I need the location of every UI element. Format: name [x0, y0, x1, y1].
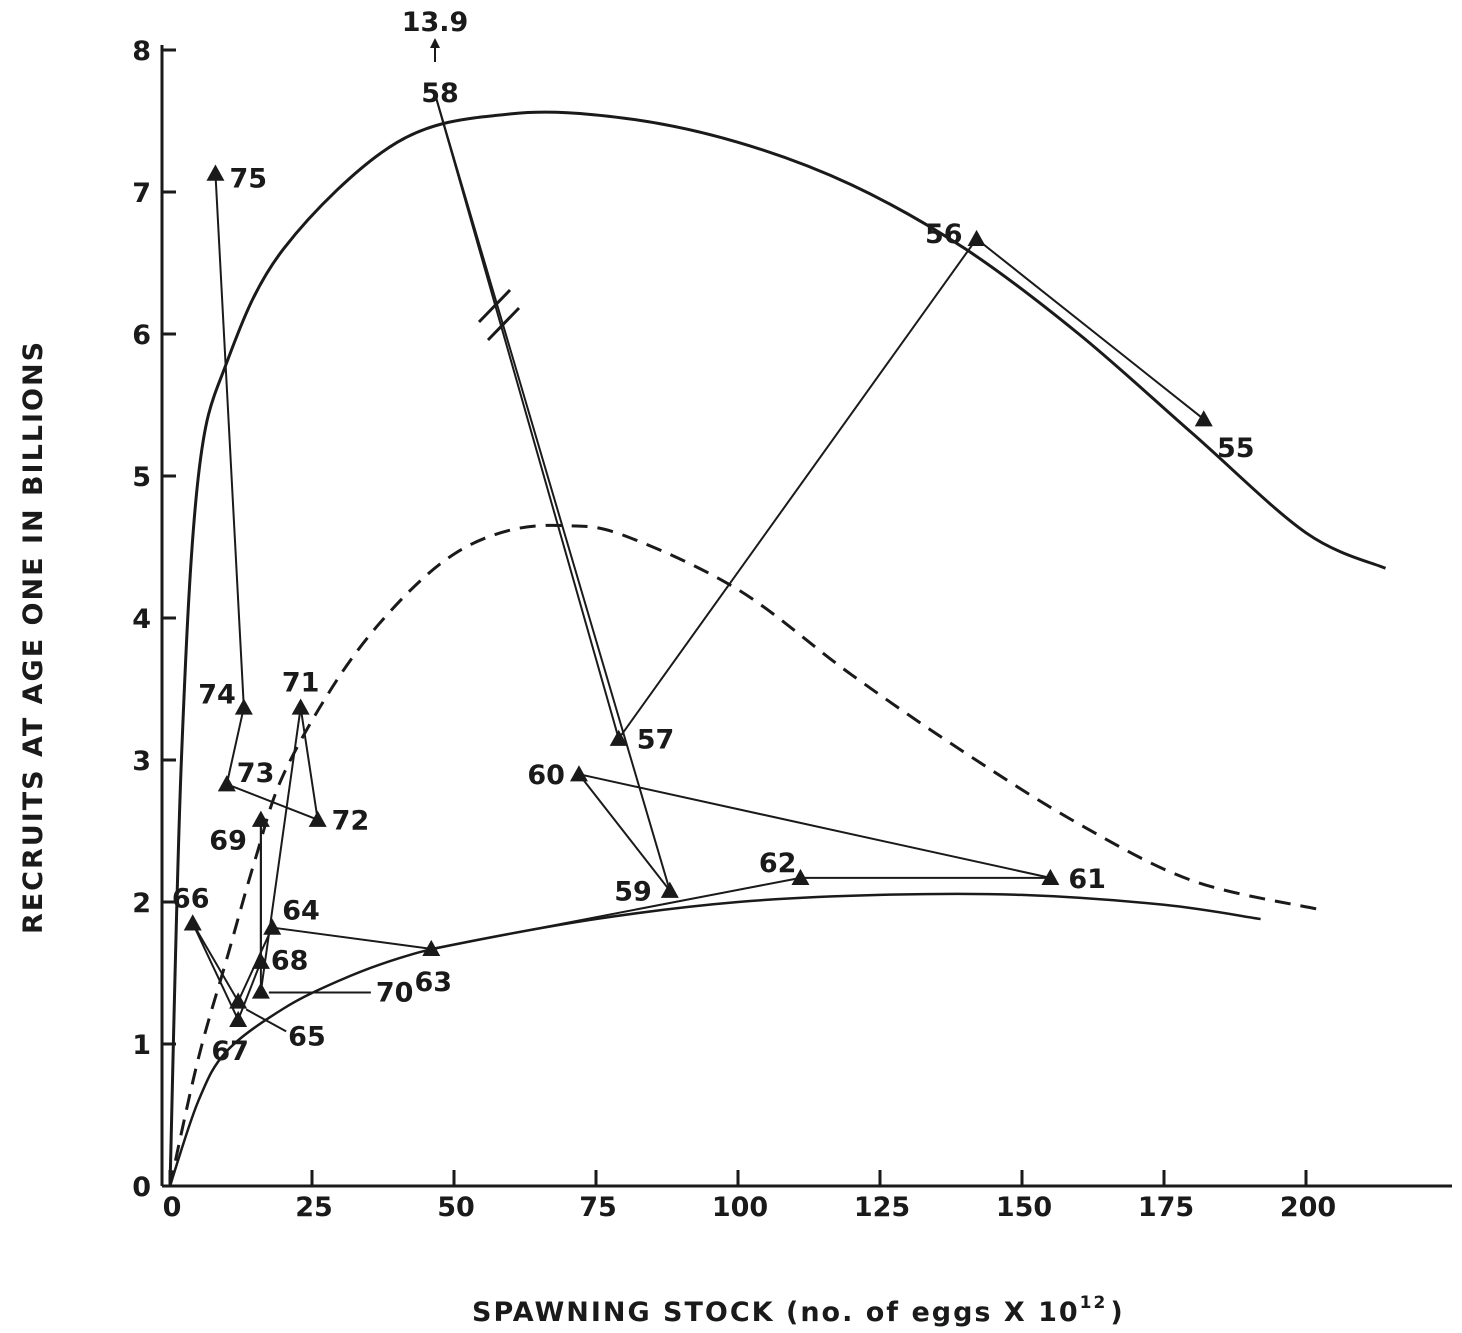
- x-tick-label-125: 125: [854, 1192, 910, 1223]
- curve-lower: [168, 892, 1261, 1187]
- x-tick-label-75: 75: [579, 1192, 617, 1223]
- point-label-63: 63: [414, 967, 452, 998]
- x-tick-label-150: 150: [996, 1192, 1052, 1223]
- points-layer: 55 56 57 58 59 60 61 62 63 64 65 66 67 68 69 70 71 72 73 74…: [172, 78, 1255, 1067]
- point-label-58: 58: [421, 78, 459, 109]
- point-marker-71: [291, 698, 310, 715]
- point-label-61: 61: [1068, 864, 1106, 895]
- x-ticks-layer: 0 25 50 75 100 125 150 175 200: [163, 1170, 1336, 1223]
- y-tick-label-7: 7: [132, 178, 151, 209]
- point-label-69: 69: [209, 826, 247, 857]
- y-tick-label-5: 5: [132, 462, 151, 493]
- point-marker-67: [229, 1010, 248, 1028]
- connector-65-66: [191, 922, 240, 1002]
- point-marker-69: [251, 810, 270, 827]
- offscale-value-label: 13.9: [402, 7, 469, 38]
- x-axis-title-main: SPAWNING STOCK (no. of eggs X 10: [472, 1297, 1080, 1328]
- axes-layer: [160, 45, 1452, 1188]
- offscale-annotation: 13.9: [402, 7, 469, 62]
- x-tick-label-100: 100: [712, 1192, 768, 1223]
- connector-57-58: [434, 93, 620, 739]
- x-tick-label-25: 25: [295, 1192, 333, 1223]
- connector-56-57: [617, 238, 978, 740]
- y-tick-label-0: 0: [132, 1172, 151, 1203]
- point-marker-64: [263, 918, 282, 935]
- point-marker-75: [206, 164, 225, 181]
- connector-74-75: [214, 173, 245, 708]
- point-label-68: 68: [271, 946, 309, 977]
- point-label-72: 72: [332, 806, 370, 837]
- connector-71-72: [299, 707, 319, 820]
- point-label-55: 55: [1217, 433, 1255, 464]
- point-marker-65: [229, 992, 248, 1009]
- connector-66-67: [191, 922, 240, 1021]
- point-label-75: 75: [229, 164, 267, 195]
- x-tick-label-200: 200: [1280, 1192, 1336, 1223]
- y-tick-label-1: 1: [132, 1030, 151, 1061]
- point-marker-68: [251, 952, 270, 969]
- x-axis-title-exponent: 12: [1080, 1293, 1108, 1313]
- point-marker-74: [234, 698, 253, 715]
- y-ticks-layer: 0 1 2 3 4 5 6 7 8: [132, 36, 176, 1203]
- point-label-66: 66: [172, 883, 210, 914]
- point-label-67: 67: [211, 1036, 249, 1067]
- x-axis-title: SPAWNING STOCK (no. of eggs X 1012): [472, 1293, 1125, 1328]
- curve-upper: [168, 110, 1387, 1187]
- point-label-65: 65: [288, 1021, 326, 1052]
- point-marker-62: [791, 868, 810, 886]
- x-tick-label-50: 50: [437, 1192, 475, 1223]
- x-tick-label-175: 175: [1138, 1192, 1194, 1223]
- point-label-59: 59: [614, 877, 652, 908]
- point-marker-66: [183, 914, 202, 931]
- y-tick-label-8: 8: [132, 36, 151, 67]
- point-label-60: 60: [527, 760, 565, 791]
- y-tick-label-3: 3: [132, 746, 151, 777]
- point-marker-73: [217, 775, 236, 792]
- connector-70-71: [259, 707, 302, 992]
- point-marker-56: [967, 229, 986, 247]
- y-axis-title: RECRUITS AT AGE ONE IN BILLIONS: [18, 340, 49, 934]
- point-label-70: 70: [376, 977, 414, 1008]
- point-label-74: 74: [198, 679, 236, 710]
- point-marker-55: [1194, 410, 1213, 427]
- point-marker-61: [1041, 868, 1060, 886]
- point-label-57: 57: [637, 725, 675, 756]
- connector-60-61: [578, 773, 1051, 879]
- connectors-layer: [191, 93, 1205, 1021]
- connector-63-64: [272, 926, 432, 950]
- point-marker-57: [609, 729, 628, 746]
- connector-62-63: [431, 876, 801, 950]
- point-label-64: 64: [282, 896, 320, 927]
- axis-break-stroke-1: [477, 288, 512, 324]
- axis-break-marker: [477, 288, 521, 342]
- connector-73-74: [225, 707, 245, 785]
- y-tick-label-4: 4: [132, 604, 151, 635]
- point-marker-60: [569, 765, 588, 782]
- connector-59-60: [578, 773, 671, 892]
- point-label-56: 56: [925, 219, 963, 250]
- x-axis-title-close: ): [1110, 1297, 1124, 1328]
- point-label-62: 62: [759, 848, 797, 879]
- offscale-arrow-head: [430, 38, 440, 48]
- y-tick-label-6: 6: [132, 320, 151, 351]
- curve-middle: [168, 523, 1318, 1187]
- connector-55-56: [975, 238, 1205, 420]
- axis-break-stroke-2: [486, 306, 521, 342]
- point-marker-70: [251, 982, 270, 999]
- point-marker-63: [422, 939, 441, 957]
- connector-58-59: [434, 93, 671, 891]
- point-marker-59: [660, 881, 679, 898]
- curves-layer: [168, 110, 1387, 1187]
- connector-72-73: [226, 783, 319, 821]
- y-tick-label-2: 2: [132, 888, 151, 919]
- point-label-73: 73: [237, 758, 275, 789]
- point-marker-72: [308, 810, 327, 827]
- connector-67-68: [237, 961, 262, 1021]
- x-tick-label-0: 0: [163, 1192, 182, 1223]
- pointer-line-65: [245, 1008, 287, 1033]
- point-label-71: 71: [282, 667, 320, 698]
